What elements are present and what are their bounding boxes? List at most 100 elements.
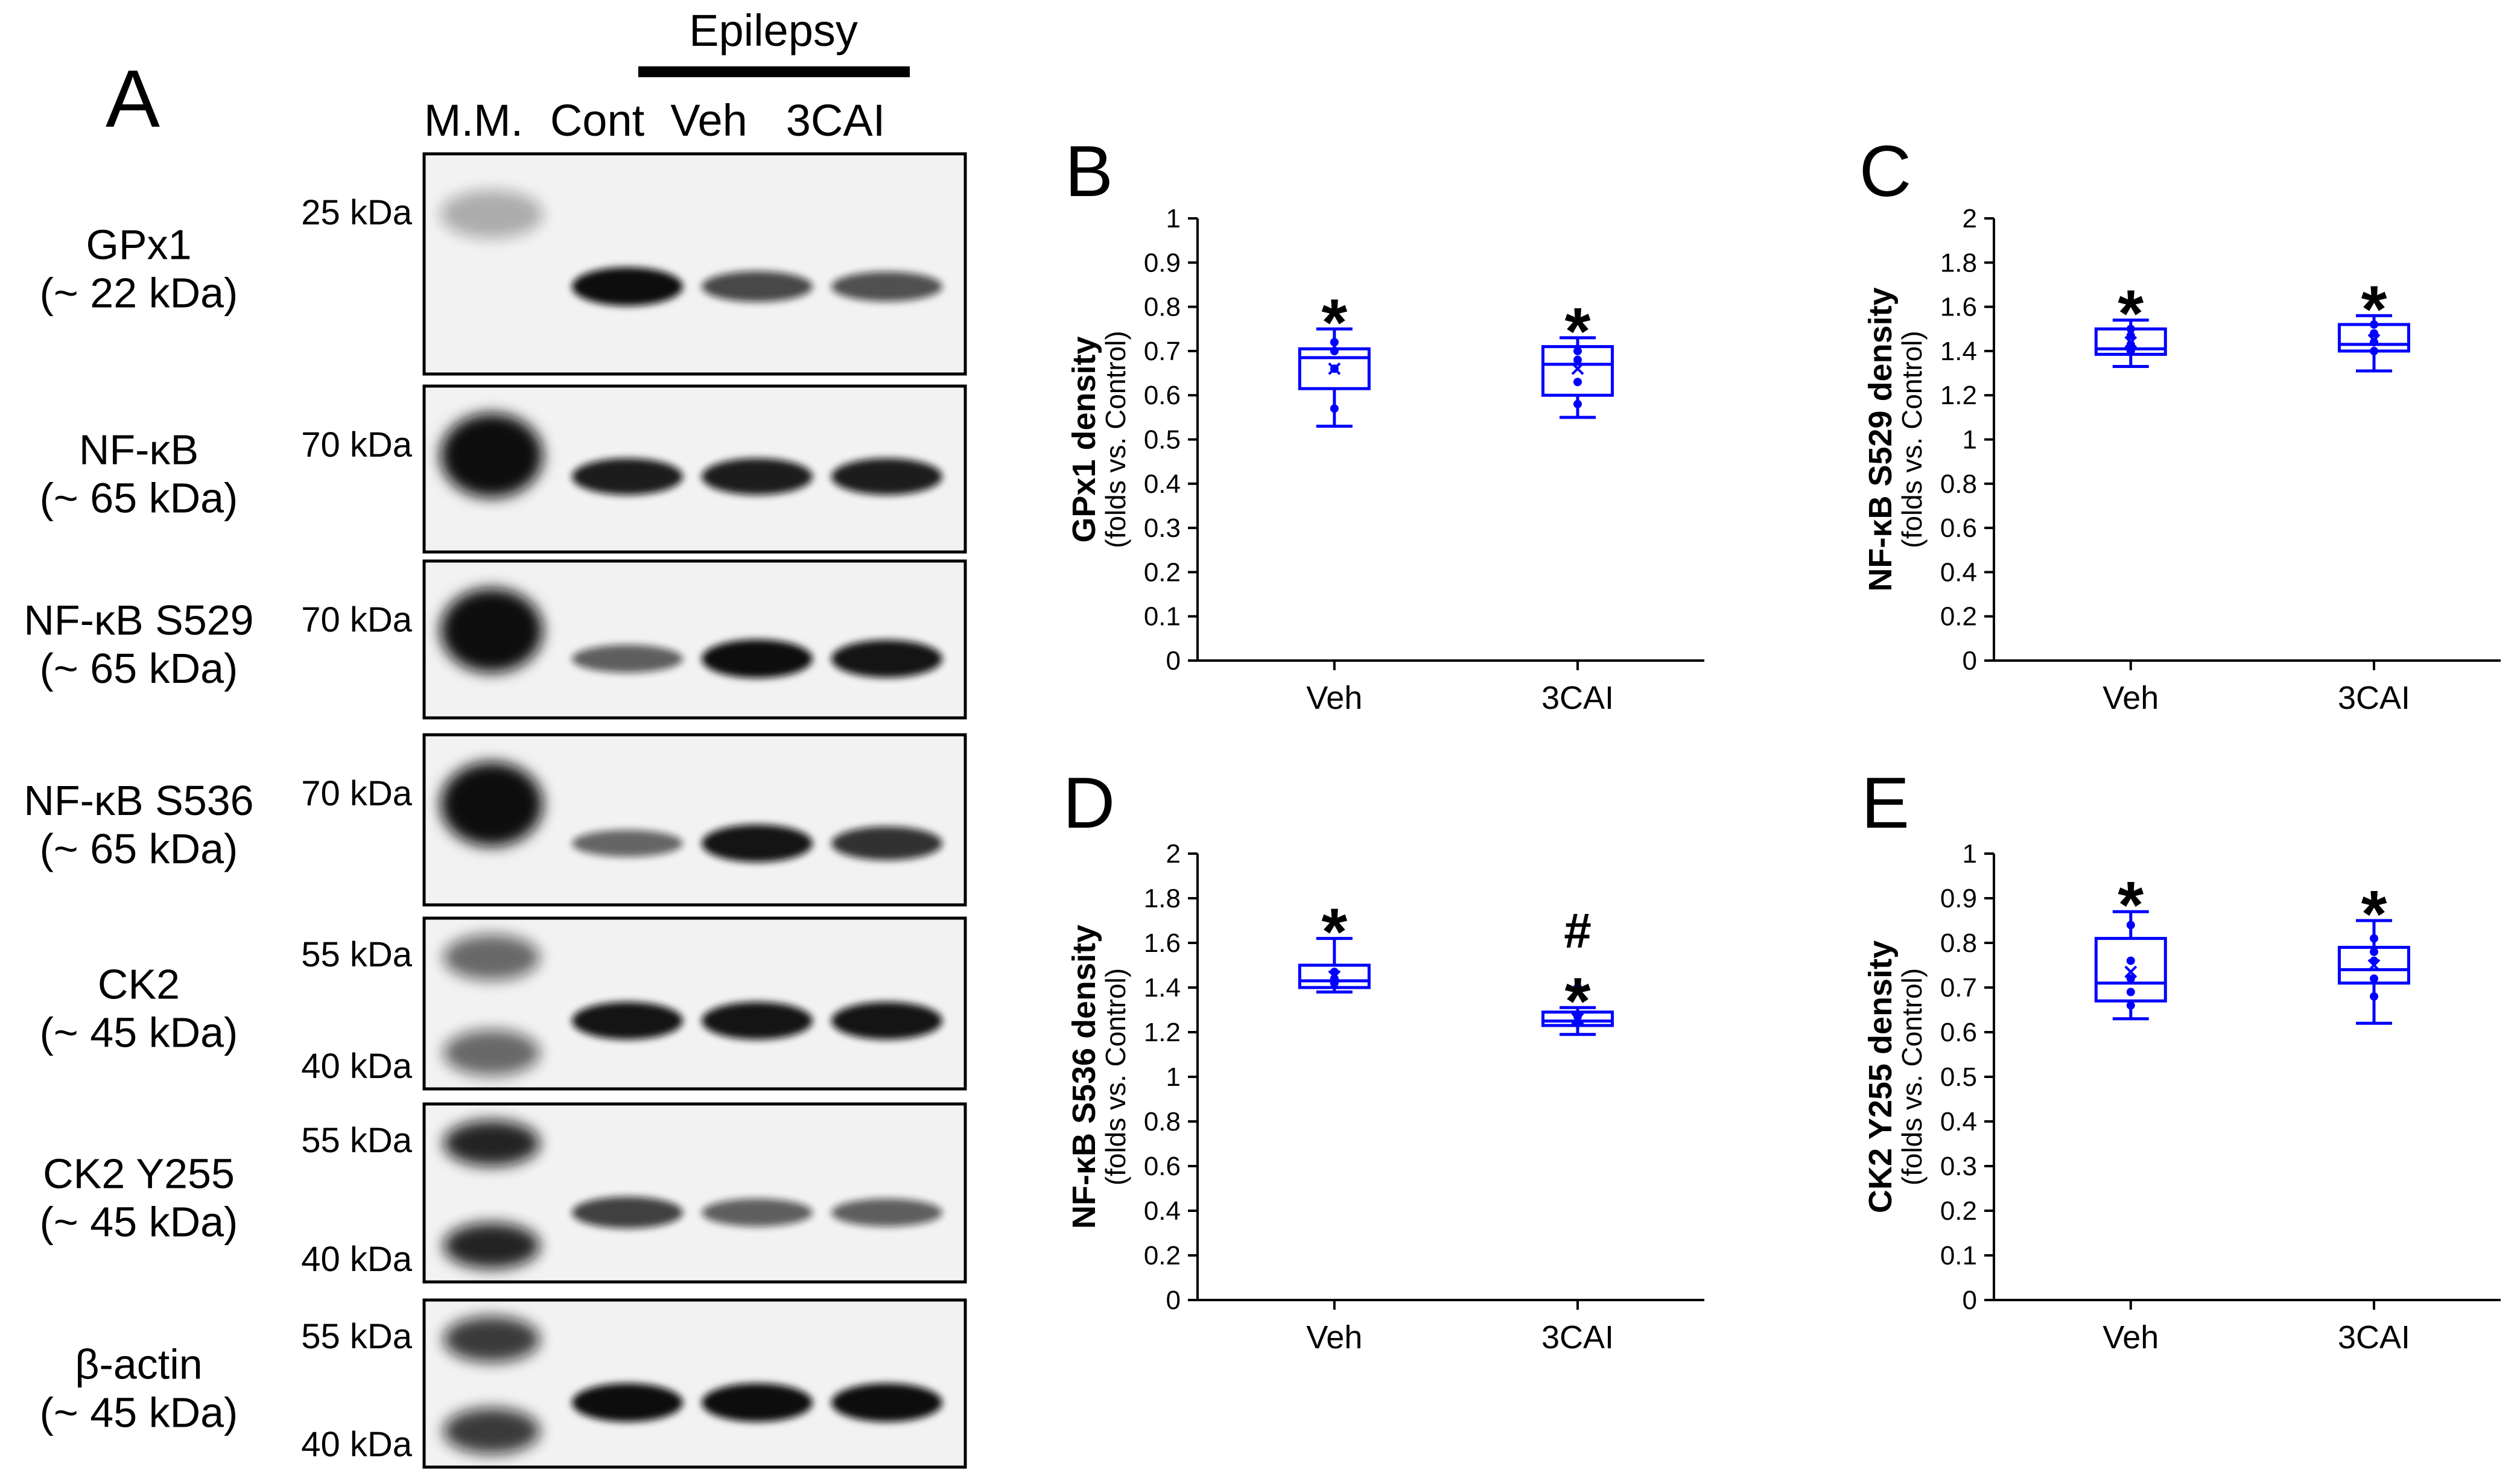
data-point xyxy=(1330,338,1339,347)
y-tick-label: 0.1 xyxy=(1940,1241,1977,1270)
significance-hash: # xyxy=(1564,903,1592,958)
y-tick-label: 0.6 xyxy=(1940,1018,1977,1047)
marker-band xyxy=(440,762,543,846)
y-tick-label: 1 xyxy=(1963,425,1977,455)
y-tick-label: 1 xyxy=(1166,204,1181,233)
box-3cai: * xyxy=(2338,877,2410,1025)
data-point xyxy=(1573,355,1582,364)
mean-marker xyxy=(1571,362,1584,375)
protein-band xyxy=(831,826,942,860)
epilepsy-group-bar xyxy=(638,66,910,77)
box-veh: * xyxy=(1298,285,1371,428)
protein-band xyxy=(702,1198,813,1227)
y-tick-label: 1.4 xyxy=(1940,337,1977,366)
box-iqr xyxy=(2094,937,2167,1003)
y-tick-label: 0.3 xyxy=(1940,1152,1977,1181)
y-tick-label: 0.8 xyxy=(1144,293,1181,322)
protein-band xyxy=(572,829,683,857)
chart-panel-e: E 0 0.1 0.2 0.3 0.4 0.5 0.6 0.7 0.8 0.9 1 CK2 Y255 d… xyxy=(1861,763,2501,1356)
data-point xyxy=(2370,329,2378,338)
data-point xyxy=(1573,346,1582,355)
y-tick-label: 1.6 xyxy=(1940,293,1977,322)
y-tick-label: 0.2 xyxy=(1940,602,1977,632)
lane-label: Cont xyxy=(550,95,645,145)
y-tick-label: 0.2 xyxy=(1144,557,1181,587)
protein-band xyxy=(831,271,942,302)
mw-marker: 55 kDa xyxy=(301,1121,413,1160)
x-tick-label: Veh xyxy=(2103,680,2159,716)
data-point xyxy=(2370,320,2378,329)
protein-name: β-actin xyxy=(75,1341,202,1388)
y-tick-label: 0.6 xyxy=(1940,513,1977,543)
mean-marker xyxy=(2124,965,2138,978)
epilepsy-group-label: Epilepsy xyxy=(689,5,858,55)
protein-name: CK2 Y255 xyxy=(43,1150,235,1197)
mean-marker xyxy=(1328,362,1341,375)
panel-letter-a: A xyxy=(106,53,160,144)
y-tick-label: 1 xyxy=(1963,839,1977,869)
protein-name: NF-κB S529 xyxy=(24,597,253,644)
data-point xyxy=(2126,331,2135,340)
y-tick-label: 0.2 xyxy=(1940,1196,1977,1226)
protein-band xyxy=(702,1383,813,1422)
x-tick-label: 3CAI xyxy=(1541,1319,1614,1356)
y-tick-label: 1.2 xyxy=(1940,381,1977,410)
y-tick-label: 1.6 xyxy=(1144,928,1181,958)
box-veh: * xyxy=(2094,277,2167,369)
box-iqr xyxy=(2338,945,2410,985)
protein-name: GPx1 xyxy=(86,221,191,268)
blot-box xyxy=(422,152,967,376)
x-tick-label: 3CAI xyxy=(2338,1319,2410,1356)
y-tick-label: 0.8 xyxy=(1940,469,1977,499)
lane-label: Veh xyxy=(670,95,747,145)
protein-band xyxy=(702,639,813,678)
y-axis-sublabel: (folds vs. Control) xyxy=(1896,331,1928,548)
marker-band xyxy=(443,1223,540,1269)
y-tick-label: 0.9 xyxy=(1144,248,1181,277)
y-axis-sublabel: (folds vs. Control) xyxy=(1100,968,1131,1185)
y-tick-label: 0.7 xyxy=(1144,337,1181,366)
y-axis-sublabel: (folds vs. Control) xyxy=(1100,331,1131,548)
y-tick-label: 0.4 xyxy=(1940,557,1977,587)
data-point xyxy=(1330,974,1339,983)
panel-letter: B xyxy=(1065,131,1113,212)
protein-band xyxy=(572,458,683,495)
significance-asterisk: * xyxy=(1321,285,1347,360)
y-tick-label: 0.6 xyxy=(1144,381,1181,410)
mw-marker: 40 kDa xyxy=(301,1425,413,1464)
protein-band xyxy=(572,267,683,306)
box-veh: * xyxy=(2094,868,2167,1021)
panel-letter: E xyxy=(1861,763,1909,843)
mw-marker: 70 kDa xyxy=(301,600,413,639)
y-tick-label: 1.2 xyxy=(1144,1018,1181,1047)
chart-panel-b: B 0 0.1 0.2 0.3 0.4 0.5 0.6 0.7 0.8 0.9 1 GPx1 densi… xyxy=(1065,131,1704,716)
x-tick-label: 3CAI xyxy=(1541,680,1614,716)
y-tick-label: 2 xyxy=(1963,204,1977,233)
y-tick-label: 2 xyxy=(1166,839,1181,869)
lane-label: 3CAI xyxy=(786,95,886,145)
mw-marker: 70 kDa xyxy=(301,425,413,465)
data-point xyxy=(1573,399,1582,408)
protein-band xyxy=(702,271,813,302)
protein-band xyxy=(572,1001,683,1040)
mean-marker xyxy=(2124,335,2138,349)
y-tick-label: 0.8 xyxy=(1144,1107,1181,1137)
y-tick-label: 0.4 xyxy=(1940,1107,1977,1137)
box-plot-panels: B 0 0.1 0.2 0.3 0.4 0.5 0.6 0.7 0.8 0.9 1 GPx1 densi… xyxy=(1063,131,2501,1356)
y-tick-label: 0 xyxy=(1963,646,1977,676)
data-point xyxy=(2370,947,2378,956)
chart-panel-d: D 0 0.2 0.4 0.6 0.8 1 1.2 1.4 1.6 1.8 2 NF-κB S536 d… xyxy=(1063,763,1704,1356)
x-tick-label: Veh xyxy=(2103,1319,2159,1356)
y-tick-label: 0.3 xyxy=(1144,513,1181,543)
significance-asterisk: * xyxy=(1565,964,1591,1038)
data-point xyxy=(2126,988,2135,997)
protein-band xyxy=(702,1001,813,1040)
significance-asterisk: * xyxy=(1565,294,1591,369)
mean-marker xyxy=(1328,970,1341,983)
mean-marker xyxy=(2367,334,2381,346)
protein-name: NF-κB S536 xyxy=(24,777,253,824)
y-tick-label: 0.4 xyxy=(1144,469,1181,499)
y-tick-label: 0.1 xyxy=(1144,602,1181,632)
lane-label: M.M. xyxy=(424,95,523,145)
